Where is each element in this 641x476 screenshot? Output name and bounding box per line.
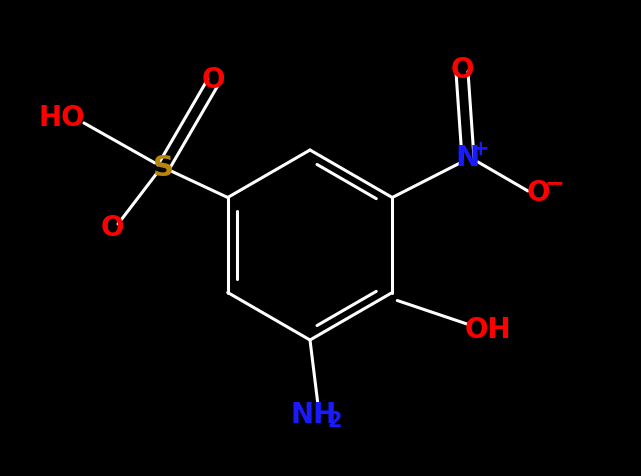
Text: HO: HO [38, 104, 85, 132]
Text: N: N [456, 144, 480, 172]
Text: 2: 2 [328, 411, 342, 431]
Text: O: O [450, 56, 474, 84]
Text: −: − [544, 171, 564, 195]
Text: O: O [100, 214, 124, 242]
Text: O: O [526, 179, 550, 207]
Text: S: S [153, 154, 174, 182]
Text: +: + [472, 139, 490, 159]
Text: NH: NH [291, 401, 337, 429]
Text: O: O [201, 66, 225, 94]
Text: OH: OH [465, 316, 512, 344]
